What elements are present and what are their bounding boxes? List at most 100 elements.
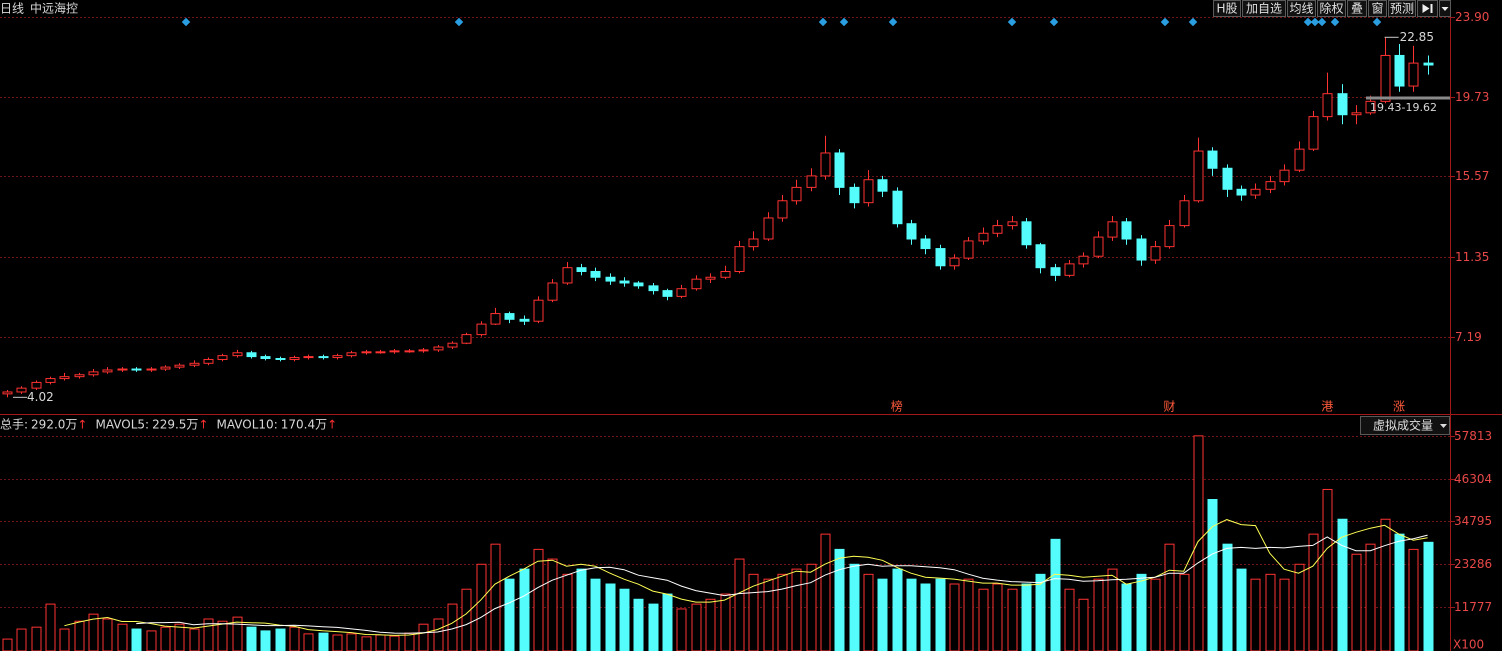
volume-bar	[1164, 543, 1175, 651]
volume-bar	[160, 626, 171, 651]
candle-body	[1294, 148, 1305, 171]
toolbar-button[interactable]: 窗	[1368, 0, 1387, 17]
volume-bar	[1193, 435, 1204, 651]
candle-body	[533, 299, 544, 322]
volume-bar	[232, 616, 243, 651]
volume-bar	[31, 626, 42, 651]
toolbar-button[interactable]: 除权	[1317, 0, 1346, 17]
candle-body	[1179, 200, 1190, 227]
candle-body	[748, 238, 759, 248]
legend-arrow: ↑	[198, 418, 208, 432]
volume-bar	[246, 626, 257, 651]
volume-bar	[705, 598, 716, 651]
volume-bar	[433, 618, 444, 651]
candle-body	[146, 368, 157, 371]
button-box	[1317, 0, 1346, 17]
volume-bar	[389, 635, 400, 651]
volume-bar	[476, 563, 487, 651]
y-tick-label: 23286	[1454, 557, 1492, 571]
candle-body	[1207, 150, 1218, 169]
candle-body	[1380, 54, 1391, 102]
volume-bar	[734, 558, 745, 651]
button-box	[1242, 0, 1286, 17]
volume-bar	[117, 623, 128, 651]
volume-bar	[720, 593, 731, 651]
volume-bar	[1035, 573, 1046, 651]
event-marker	[1160, 17, 1170, 27]
candle-body	[1236, 188, 1247, 196]
candle-body	[705, 276, 716, 280]
candle-body	[791, 186, 802, 202]
event-label: 港	[1321, 400, 1333, 414]
candle-body	[1193, 150, 1204, 202]
event-marker	[1317, 17, 1327, 27]
toolbar-button[interactable]: H股	[1213, 0, 1241, 17]
candle-body	[1279, 169, 1290, 183]
legend-arrow: ↑	[77, 418, 87, 432]
volume-bar	[1279, 578, 1290, 651]
volume-bar	[404, 632, 415, 651]
legend-value: 292.0万	[31, 418, 77, 432]
volume-bar	[963, 578, 974, 651]
volume-bar	[1423, 541, 1434, 651]
volume-bar	[1222, 543, 1233, 651]
toolbar-button[interactable]	[1439, 0, 1451, 17]
y-tick-label: 34795	[1454, 514, 1492, 528]
volume-bar	[1093, 578, 1104, 651]
candle-body	[1121, 221, 1132, 240]
volume-selector[interactable]: 虚拟成交量	[1360, 416, 1450, 435]
candle-body	[289, 357, 300, 360]
toolbar-button[interactable]: 叠	[1347, 0, 1367, 17]
candle-body	[1265, 181, 1276, 190]
legend-name: MAVOL5:	[95, 418, 149, 432]
candle-body	[849, 186, 860, 204]
candle-body	[131, 368, 142, 371]
volume-bar	[533, 548, 544, 651]
candle-body	[1150, 246, 1161, 261]
volume-bar	[1265, 573, 1276, 651]
volume-bar	[418, 623, 429, 651]
event-marker	[1007, 17, 1017, 27]
candle-body	[375, 351, 386, 354]
candle-body	[676, 288, 687, 297]
volume-bar	[992, 583, 1003, 651]
candle-body	[1107, 221, 1118, 238]
event-marker	[888, 17, 898, 27]
candle-body	[217, 355, 228, 360]
toolbar-button[interactable]: 加自选	[1242, 0, 1286, 17]
button-label: 叠	[1351, 2, 1363, 16]
candle-body	[720, 271, 731, 278]
event-marker	[818, 17, 828, 27]
range-label: 19.43-19.62	[1370, 101, 1437, 114]
legend-arrow: ↑	[327, 418, 337, 432]
volume-bar	[519, 568, 530, 651]
candle-body	[1394, 54, 1405, 87]
y-tick-label: 7.19	[1455, 330, 1482, 344]
volume-bar	[978, 588, 989, 651]
toolbar-button[interactable]	[1417, 0, 1438, 17]
y-unit-label: X100	[1453, 638, 1484, 651]
candle-body	[519, 318, 530, 322]
candle-body	[1322, 93, 1333, 118]
high-annotation: 22.85	[1400, 30, 1434, 44]
candle-body	[691, 278, 702, 290]
volume-bar	[791, 568, 802, 651]
ma-line	[136, 534, 1428, 634]
volume-bar	[1121, 583, 1132, 651]
candle-body	[504, 313, 515, 320]
volume-bar	[576, 568, 587, 651]
volume-bar	[361, 636, 372, 651]
volume-bar	[1294, 563, 1305, 651]
volume-bar	[1007, 588, 1018, 651]
volume-bar	[662, 593, 673, 651]
toolbar-button[interactable]: 均线	[1287, 0, 1316, 17]
toolbar-button[interactable]: 预测	[1388, 0, 1416, 17]
volume-bar	[676, 608, 687, 651]
volume-bar	[1308, 533, 1319, 651]
candle-body	[1064, 263, 1075, 276]
candle-body	[490, 313, 501, 325]
volume-bar	[849, 563, 860, 651]
legend-value: 170.4万	[281, 418, 327, 432]
selector-box	[1360, 416, 1450, 435]
